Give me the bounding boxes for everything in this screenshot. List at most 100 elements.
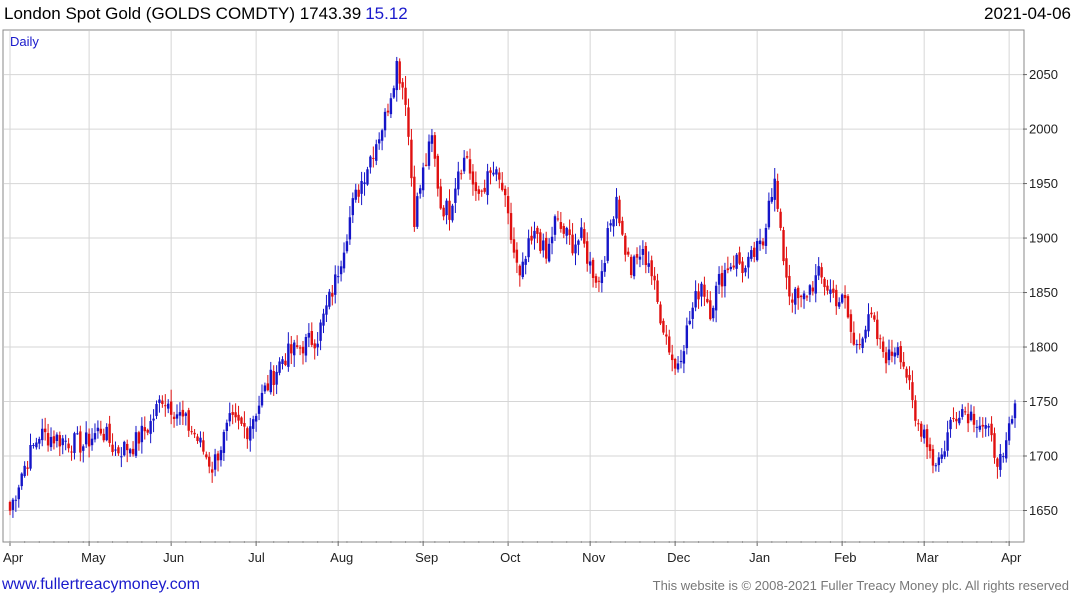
candle-body [231,412,234,415]
candle-body [468,159,472,174]
y-tick-label: 1950 [1029,176,1058,191]
candle-body [345,241,349,252]
candle-body [621,220,624,235]
candle-body [808,285,812,295]
candle-body [351,198,355,216]
candle-body [284,360,287,366]
candle-body [386,110,390,113]
candle-body [105,426,108,441]
candle-body [717,273,721,285]
chart-date: 2021-04-06 [984,4,1071,23]
candle-body [357,189,360,197]
x-tick-label: Nov [582,550,606,565]
x-tick-label: Jul [248,550,265,565]
y-tick-label: 2050 [1029,67,1058,82]
candle-body [52,436,56,444]
candle-body [451,205,454,221]
candle-body [164,405,167,407]
candle-body [591,259,595,278]
candle-body [588,261,592,266]
candle-body [210,469,214,473]
candle-body [791,299,794,303]
candle-body [134,432,138,456]
candle-body [1005,440,1008,459]
candle-body [20,473,23,487]
candle-body [685,325,689,349]
candle-body [990,423,993,436]
candle-body [928,444,932,451]
candle-body [23,465,26,477]
candlestick-chart: 1650 1700 1750 1800 1850 1900 1950 2000 2050 Apr… [2,29,1058,565]
candle-body [562,226,565,234]
candle-body [694,291,697,308]
candle-body [140,425,144,443]
candle-body [99,428,103,434]
candle-body [401,82,404,88]
candle-body [764,228,768,246]
candle-body [26,467,29,469]
candle-body [544,237,548,259]
candle-body [383,111,387,131]
candle-body [949,419,952,430]
candle-body [404,87,407,105]
candle-body [802,293,806,300]
candle-body [662,320,665,333]
candle-body [750,250,753,259]
candle-body [676,363,680,370]
candle-body [293,342,296,356]
candle-body [310,331,313,345]
candle-body [348,217,352,240]
candle-body [688,320,691,324]
candle-body [536,227,539,234]
candle-body [126,443,129,451]
candle-body [823,278,826,288]
candle-body [167,403,170,409]
candle-body [219,450,223,461]
candle-body [758,240,762,245]
candle-body [638,256,642,260]
candle-body [670,354,674,361]
candle-body [392,88,396,98]
candle-body [826,285,829,291]
candle-body [216,453,220,461]
site-link[interactable]: www.fullertreacymoney.com [2,576,200,593]
candle-body [486,171,489,196]
candle-body [837,302,841,307]
candle-body [395,60,398,91]
x-tick-label: Dec [667,550,691,565]
candle-body [627,251,630,255]
candle-body [46,433,50,446]
candle-body [17,487,20,500]
candle-body [641,249,645,255]
candle-body [295,345,299,347]
candle-body [175,414,179,419]
candle-body [896,347,899,356]
candle-body [290,344,293,354]
candle-body [829,289,832,294]
candle-body [354,189,357,200]
candle-body [978,425,982,430]
candle-body [445,200,448,216]
candle-body [161,400,164,404]
candle-body [679,360,683,363]
candle-body [38,438,41,444]
candle-body [952,417,955,419]
candle-body [498,172,501,180]
candle-body [518,265,522,276]
candle-body [266,383,270,391]
candle-body [922,429,926,439]
candle-body [650,260,653,277]
candle-body [782,230,785,262]
candle-body [659,304,662,324]
price-change: 15.12 [365,4,408,23]
candle-body [565,227,568,236]
candle-body [155,404,158,417]
candle-body [624,235,627,255]
candle-body [881,341,885,352]
candle-body [143,427,146,432]
candle-body [474,182,478,192]
candle-body [251,419,255,429]
candle-body [559,222,563,229]
candle-body [102,433,105,441]
candle-body [981,424,984,427]
